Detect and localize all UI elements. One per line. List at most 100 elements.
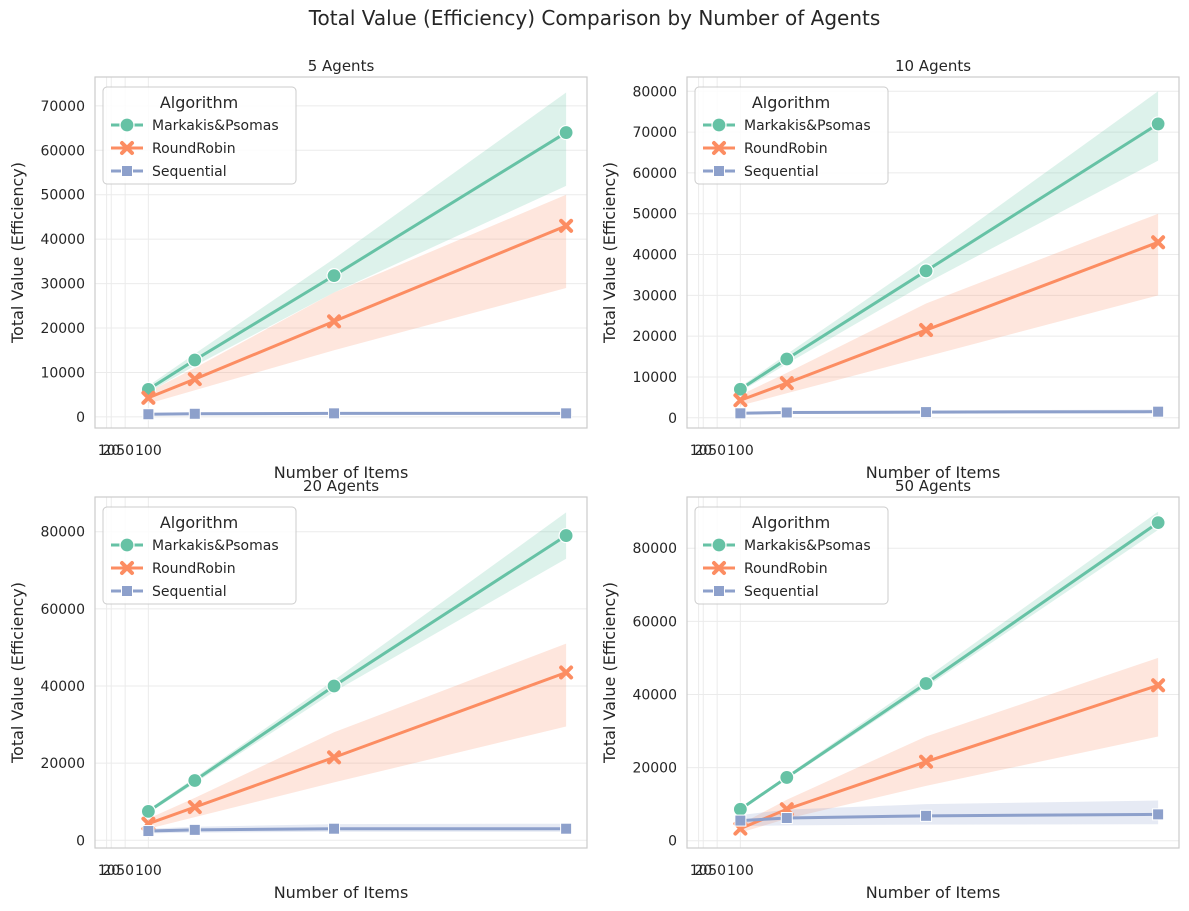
data-point xyxy=(920,406,933,419)
series-line xyxy=(739,122,1159,391)
data-point xyxy=(733,393,748,408)
y-tick-label: 10000 xyxy=(632,370,677,386)
data-point xyxy=(142,825,155,838)
x-tick-label: 10 xyxy=(98,443,116,459)
legend-marker xyxy=(120,141,134,155)
series-line xyxy=(740,410,1159,415)
x-tick-label: 100 xyxy=(135,443,162,459)
legend-label: Sequential xyxy=(152,164,227,180)
y-tick-label: 0 xyxy=(668,834,677,850)
ci-band xyxy=(740,800,1159,827)
series-line xyxy=(147,131,567,391)
data-point xyxy=(1152,405,1165,418)
x-tick-label: 10 xyxy=(690,863,708,879)
legend-marker xyxy=(119,117,135,133)
legend-marker xyxy=(121,585,133,597)
y-tick-label: 40000 xyxy=(40,232,85,248)
axes-frame xyxy=(94,496,588,849)
figure-title: Total Value (Efficiency) Comparison by N… xyxy=(308,6,881,30)
legend-marker xyxy=(121,165,133,177)
series-line xyxy=(147,671,567,826)
x-tick-label: 50 xyxy=(708,863,726,879)
y-tick-label: 10000 xyxy=(40,365,85,381)
data-point xyxy=(187,772,203,789)
x-tick-label: 20 xyxy=(694,443,712,459)
axes-frame xyxy=(94,76,588,429)
y-tick-label: 20000 xyxy=(632,761,677,777)
y-tick-label: 80000 xyxy=(40,525,85,541)
legend-label: Markakis&Psomas xyxy=(744,118,871,134)
y-tick-label: 40000 xyxy=(40,679,85,695)
y-axis-label: Total Value (Efficiency) xyxy=(600,162,619,344)
subplot-2: 0 10000 20000 30000 40000 50000 60000 70000 8000… xyxy=(600,57,1180,482)
ci-band xyxy=(148,92,567,393)
data-point xyxy=(780,406,793,419)
x-tick-label: 10 xyxy=(98,863,116,879)
legend-label: Markakis&Psomas xyxy=(744,538,871,554)
subplot-title: 5 Agents xyxy=(308,57,375,75)
data-point xyxy=(558,527,574,544)
data-point xyxy=(779,351,795,367)
y-tick-label: 0 xyxy=(668,411,677,427)
ci-band xyxy=(740,91,1159,392)
series-line xyxy=(147,224,567,400)
data-point xyxy=(188,823,201,836)
legend: Algorithm Markakis&Psomas RoundRobin Sequen… xyxy=(694,86,889,185)
ci-band xyxy=(740,213,1159,406)
y-tick-label: 60000 xyxy=(40,143,85,159)
series-line xyxy=(148,411,567,416)
data-point xyxy=(560,822,573,835)
legend-marker xyxy=(119,537,135,553)
data-point xyxy=(1151,235,1166,250)
data-point xyxy=(919,754,934,769)
subplot-title: 50 Agents xyxy=(895,477,971,495)
ci-band xyxy=(148,643,567,829)
data-point xyxy=(919,323,934,338)
ci-band xyxy=(148,194,567,404)
subplot-title: 20 Agents xyxy=(303,477,379,495)
y-tick-label: 50000 xyxy=(40,188,85,204)
y-tick-label: 60000 xyxy=(632,614,677,630)
y-tick-label: 70000 xyxy=(632,125,677,141)
legend: Algorithm Markakis&Psomas RoundRobin Sequen… xyxy=(102,86,297,185)
data-point xyxy=(187,352,203,368)
legend: Algorithm Markakis&Psomas RoundRobin Sequen… xyxy=(694,506,889,605)
legend-box xyxy=(102,86,297,185)
legend-label: Sequential xyxy=(744,584,819,600)
data-point xyxy=(918,263,934,279)
data-point xyxy=(559,218,574,233)
y-tick-label: 40000 xyxy=(632,687,677,703)
y-tick-label: 60000 xyxy=(40,602,85,618)
data-point xyxy=(327,314,342,329)
series-line xyxy=(148,827,567,833)
data-point xyxy=(187,800,202,815)
data-point xyxy=(559,665,574,680)
subplot-1: 0 10000 20000 30000 40000 50000 60000 70000 1020… xyxy=(8,57,588,482)
data-point xyxy=(328,407,341,420)
x-tick-label: 20 xyxy=(102,863,120,879)
y-tick-label: 40000 xyxy=(632,248,677,264)
legend-box xyxy=(694,86,889,185)
data-point xyxy=(918,675,934,692)
legend-marker xyxy=(712,561,726,575)
x-axis-label: Number of Items xyxy=(866,463,1001,482)
data-point xyxy=(187,372,202,387)
x-tick-label: 50 xyxy=(708,443,726,459)
legend-title: Algorithm xyxy=(752,513,830,532)
axes-frame xyxy=(686,76,1180,429)
data-point xyxy=(328,822,341,835)
legend-label: RoundRobin xyxy=(152,141,236,157)
y-tick-label: 80000 xyxy=(632,84,677,100)
data-point xyxy=(326,678,342,694)
series-line xyxy=(739,521,1159,811)
data-point xyxy=(188,407,201,420)
data-point xyxy=(734,814,747,827)
legend-label: Sequential xyxy=(744,164,819,180)
data-point xyxy=(779,769,795,786)
y-tick-label: 30000 xyxy=(40,277,85,293)
legend-title: Algorithm xyxy=(160,93,238,112)
legend: Algorithm Markakis&Psomas RoundRobin Sequen… xyxy=(102,506,297,605)
axes-frame xyxy=(686,496,1180,849)
